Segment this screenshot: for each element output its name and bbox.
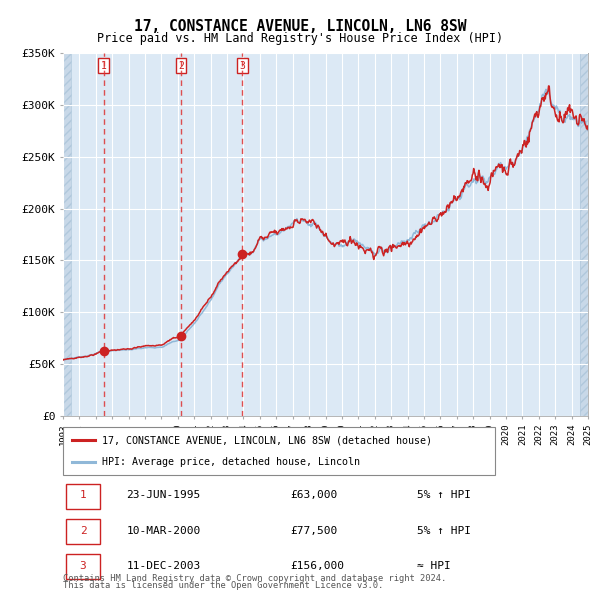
Text: ≈ HPI: ≈ HPI: [417, 560, 451, 571]
Text: 23-JUN-1995: 23-JUN-1995: [127, 490, 200, 500]
Text: 17, CONSTANCE AVENUE, LINCOLN, LN6 8SW: 17, CONSTANCE AVENUE, LINCOLN, LN6 8SW: [134, 19, 466, 34]
Text: Price paid vs. HM Land Registry's House Price Index (HPI): Price paid vs. HM Land Registry's House …: [97, 32, 503, 45]
Text: £156,000: £156,000: [290, 560, 344, 571]
Text: 1: 1: [101, 61, 107, 71]
Text: 2: 2: [178, 61, 184, 71]
FancyBboxPatch shape: [65, 484, 100, 509]
Text: 5% ↑ HPI: 5% ↑ HPI: [417, 490, 471, 500]
Text: 10-MAR-2000: 10-MAR-2000: [127, 526, 200, 536]
Text: 11-DEC-2003: 11-DEC-2003: [127, 560, 200, 571]
Bar: [63, 53, 71, 416]
Text: 17, CONSTANCE AVENUE, LINCOLN, LN6 8SW (detached house): 17, CONSTANCE AVENUE, LINCOLN, LN6 8SW (…: [102, 435, 432, 445]
Text: HPI: Average price, detached house, Lincoln: HPI: Average price, detached house, Linc…: [102, 457, 360, 467]
FancyBboxPatch shape: [65, 519, 100, 544]
Text: 1: 1: [80, 490, 86, 500]
Text: £77,500: £77,500: [290, 526, 337, 536]
Text: 2: 2: [80, 526, 86, 536]
Bar: [63, 53, 71, 416]
Text: 3: 3: [239, 61, 245, 71]
Bar: [580, 53, 588, 416]
Text: This data is licensed under the Open Government Licence v3.0.: This data is licensed under the Open Gov…: [63, 581, 383, 590]
Text: 3: 3: [80, 560, 86, 571]
FancyBboxPatch shape: [65, 554, 100, 579]
Bar: [580, 53, 588, 416]
Text: 5% ↑ HPI: 5% ↑ HPI: [417, 526, 471, 536]
Text: Contains HM Land Registry data © Crown copyright and database right 2024.: Contains HM Land Registry data © Crown c…: [63, 574, 446, 583]
Text: £63,000: £63,000: [290, 490, 337, 500]
